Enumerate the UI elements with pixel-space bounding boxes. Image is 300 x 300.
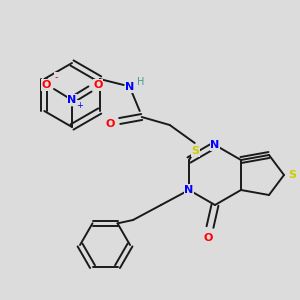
Text: H: H xyxy=(137,77,144,87)
Text: N: N xyxy=(184,185,194,195)
Text: N: N xyxy=(125,82,134,92)
Text: S: S xyxy=(192,146,200,156)
Text: N: N xyxy=(210,140,220,150)
Text: -: - xyxy=(54,72,58,82)
Text: +: + xyxy=(76,100,83,109)
Text: O: O xyxy=(203,233,213,243)
Text: O: O xyxy=(93,80,103,90)
Text: O: O xyxy=(41,80,51,90)
Text: N: N xyxy=(68,95,76,105)
Text: S: S xyxy=(288,170,296,180)
Text: O: O xyxy=(105,119,114,129)
